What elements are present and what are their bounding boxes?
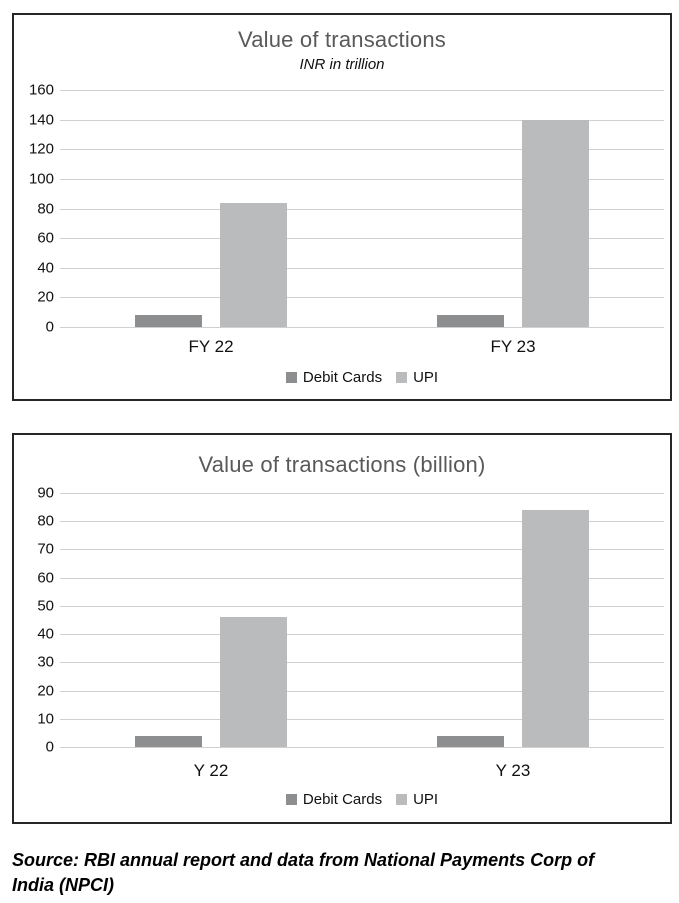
y-tick-label-30: 30 bbox=[37, 653, 54, 671]
y-tick-label-80: 80 bbox=[37, 512, 54, 530]
y-tick-label-40: 40 bbox=[37, 625, 54, 643]
gridline-y-80 bbox=[60, 208, 664, 210]
y-tick-label-60: 60 bbox=[37, 569, 54, 587]
gridline-y-10 bbox=[60, 718, 664, 720]
gridline-y-160 bbox=[60, 90, 664, 91]
legend-label-upi: UPI bbox=[413, 369, 439, 386]
legend: Debit Cards UPI bbox=[60, 369, 664, 386]
y-tick-label-20: 20 bbox=[37, 682, 54, 700]
x-axis-labels: FY 22 FY 23 bbox=[60, 337, 664, 357]
y-tick-label-40: 40 bbox=[37, 259, 54, 277]
y-tick-label-140: 140 bbox=[28, 111, 54, 129]
y-tick-label-100: 100 bbox=[28, 170, 54, 188]
bar-upi-fy-23 bbox=[522, 119, 589, 327]
y-tick-label-50: 50 bbox=[37, 597, 54, 615]
gridline-y-40 bbox=[60, 634, 664, 636]
source-note-line: Source: RBI annual report and data from … bbox=[12, 850, 595, 870]
gridline-y-0 bbox=[60, 747, 664, 748]
gridline-y-60 bbox=[60, 238, 664, 240]
legend-label-debit-cards: Debit Cards bbox=[302, 791, 383, 808]
chart-frame-value-billion: Value of transactions (billion) 90 80 70 60… bbox=[12, 433, 672, 824]
legend-item-debit-cards: Debit Cards bbox=[285, 791, 383, 808]
gridline-y-40 bbox=[60, 267, 664, 269]
legend-item-debit-cards: Debit Cards bbox=[285, 369, 383, 386]
bar-upi-y-23 bbox=[522, 509, 589, 747]
y-tick-label-20: 20 bbox=[37, 288, 54, 306]
bar-debit-cards-fy-23 bbox=[437, 315, 504, 327]
y-tick-label-120: 120 bbox=[28, 140, 54, 158]
gridline-y-30 bbox=[60, 662, 664, 664]
gridline-y-50 bbox=[60, 605, 664, 607]
y-tick-label-90: 90 bbox=[37, 484, 54, 502]
legend-swatch-debit-cards bbox=[285, 372, 297, 383]
x-axis-labels: Y 22 Y 23 bbox=[60, 761, 664, 781]
y-tick-label-60: 60 bbox=[37, 229, 54, 247]
source-note: Source: RBI annual report and data from … bbox=[12, 848, 642, 898]
bar-upi-fy-22 bbox=[220, 202, 287, 327]
y-tick-label-80: 80 bbox=[37, 200, 54, 217]
bar-debit-cards-y-23 bbox=[437, 735, 504, 747]
bar-group-y-23 bbox=[362, 493, 664, 747]
gridline-y-120 bbox=[60, 149, 664, 151]
legend-swatch-debit-cards bbox=[285, 794, 297, 805]
bar-upi-y-22 bbox=[220, 617, 287, 747]
chart-title: Value of transactions (billion) bbox=[198, 452, 486, 477]
legend-swatch-upi bbox=[396, 372, 408, 383]
legend-swatch-upi bbox=[396, 794, 408, 805]
legend-item-upi: UPI bbox=[396, 369, 438, 386]
bar-groups bbox=[60, 493, 664, 747]
bar-group-y-22 bbox=[60, 493, 362, 747]
y-tick-label-160: 160 bbox=[28, 81, 54, 99]
bar-groups bbox=[60, 90, 664, 327]
gridline-y-20 bbox=[60, 297, 664, 299]
bar-debit-cards-y-22 bbox=[135, 735, 202, 747]
gridline-y-90 bbox=[60, 493, 664, 494]
legend: Debit Cards UPI bbox=[60, 791, 664, 808]
gridline-y-70 bbox=[60, 549, 664, 551]
gridline-y-100 bbox=[60, 178, 664, 180]
plot-area bbox=[60, 90, 664, 328]
legend-item-upi: UPI bbox=[396, 791, 438, 808]
x-category-label-y-22: Y 22 bbox=[193, 761, 229, 780]
gridline-y-60 bbox=[60, 577, 664, 579]
source-note-line: India (NPCI) bbox=[12, 875, 114, 895]
gridline-y-20 bbox=[60, 690, 664, 692]
bar-debit-cards-fy-22 bbox=[135, 315, 202, 327]
y-tick-label-0: 0 bbox=[45, 318, 54, 336]
gridline-y-80 bbox=[60, 521, 664, 523]
chart-title: Value of transactions bbox=[237, 27, 447, 52]
plot-area bbox=[60, 493, 664, 748]
bar-group-fy-23 bbox=[362, 90, 664, 327]
y-axis-labels: 160 140 120 100 80 60 40 20 0 bbox=[18, 82, 54, 336]
legend-label-upi: UPI bbox=[413, 791, 439, 808]
legend-label-debit-cards: Debit Cards bbox=[302, 369, 383, 386]
chart-subtitle: INR in trillion bbox=[299, 56, 385, 73]
x-category-label-fy-23: FY 23 bbox=[490, 337, 536, 356]
gridline-y-0 bbox=[60, 327, 664, 328]
y-tick-label-0: 0 bbox=[45, 738, 54, 756]
x-category-label-y-23: Y 23 bbox=[495, 761, 531, 780]
gridline-y-140 bbox=[60, 119, 664, 121]
bar-group-fy-22 bbox=[60, 90, 362, 327]
y-tick-label-10: 10 bbox=[37, 710, 54, 728]
y-tick-label-70: 70 bbox=[37, 540, 54, 558]
y-axis-labels: 90 80 70 60 50 40 30 20 10 0 bbox=[18, 485, 54, 756]
x-category-label-fy-22: FY 22 bbox=[188, 337, 234, 356]
chart-frame-value-trillion: Value of transactions INR in trillion 16… bbox=[12, 13, 672, 401]
